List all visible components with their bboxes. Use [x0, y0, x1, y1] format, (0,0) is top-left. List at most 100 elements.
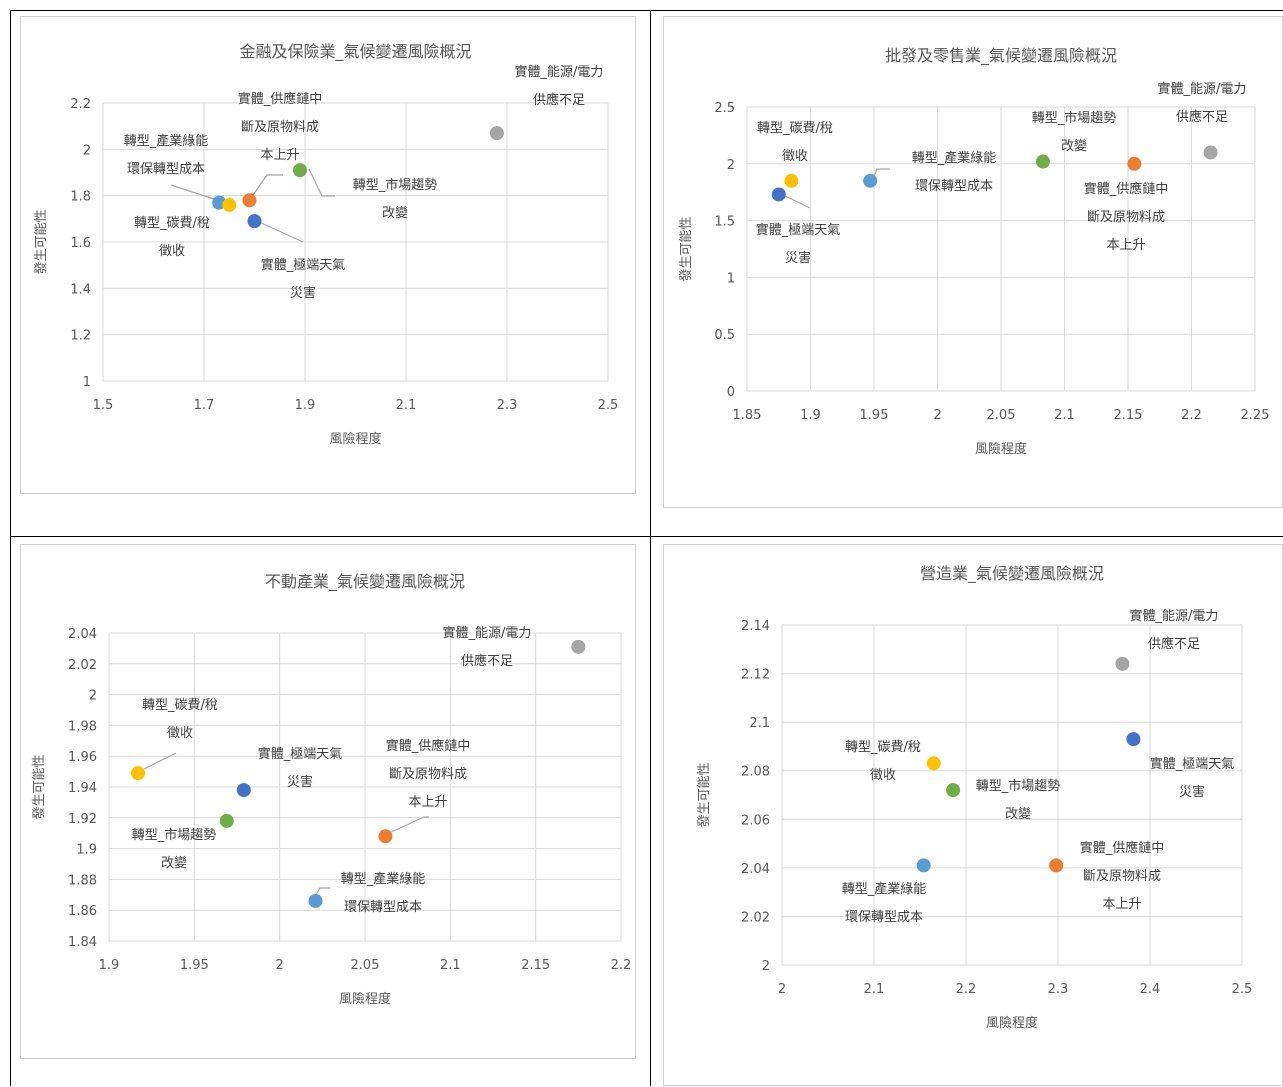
data-label: 徵收: [870, 768, 896, 783]
data-point: [784, 173, 799, 188]
y-tick-label: 0: [727, 385, 735, 400]
data-point: [222, 197, 237, 212]
data-label: 實體_能源/電力: [1158, 81, 1247, 97]
data-point: [1049, 858, 1064, 873]
data-label: 實體_供應鏈中: [238, 91, 323, 107]
data-label: 轉型_市場趨勢: [353, 177, 438, 193]
x-tick-label: 2.2: [1181, 408, 1202, 423]
x-tick-label: 2.3: [497, 398, 518, 413]
data-label: 供應不足: [533, 92, 585, 108]
y-tick-label: 2.04: [741, 862, 770, 877]
data-label: 實體_供應鏈中: [386, 738, 471, 754]
label-leader-line: [308, 168, 335, 197]
data-label: 災害: [785, 250, 811, 266]
chart-construction: 2 2.02 2.04 2.06 2.08 2.1 2.12 2.14 2 2.1 2.2 2.3 2.…: [697, 564, 1253, 1031]
y-tick-label: 2: [727, 158, 735, 173]
y-tick-label: 2: [89, 689, 97, 704]
data-label: 改變: [161, 855, 187, 871]
data-point: [1203, 145, 1218, 160]
data-label: 斷及原物料成: [389, 767, 467, 782]
y-tick-label: 1.98: [68, 719, 97, 734]
x-tick-label: 2.15: [1114, 408, 1143, 423]
data-point: [926, 756, 941, 771]
y-tick-label: 2.2: [70, 97, 91, 112]
data-label: 實體_供應鏈中: [1080, 840, 1165, 856]
y-tick-label: 2.06: [741, 813, 770, 828]
table-border-left: [10, 10, 11, 1086]
x-tick-label: 2.1: [396, 398, 417, 413]
y-tick-label: 2: [762, 959, 770, 974]
data-label: 本上升: [1106, 238, 1145, 253]
y-tick-label: 1.88: [68, 873, 97, 888]
data-point: [292, 163, 307, 178]
data-label: 實體_能源/電力: [1130, 608, 1219, 624]
data-label: 轉型_市場趨勢: [976, 778, 1061, 794]
label-leader-line: [315, 887, 330, 896]
data-label: 實體_供應鏈中: [1084, 181, 1169, 197]
y-tick-label: 0.5: [714, 328, 735, 343]
x-tick-label: 2.2: [611, 958, 632, 973]
x-tick-label: 2.4: [1140, 982, 1161, 997]
x-tick-label: 2.1: [440, 958, 461, 973]
data-label: 本上升: [408, 795, 447, 810]
chart-retail: 0 0.5 1 1.5 2 2.5 1.85 1.9 1.95 2 2.05 2.1 2.15 2.2 2.…: [679, 46, 1269, 457]
y-tick-label: 1.92: [68, 812, 97, 827]
chart-title: 批發及零售業_氣候變遷風險概況: [885, 46, 1117, 66]
data-label: 轉型_碳費/稅: [142, 698, 218, 713]
y-axis-label: 發生可能性: [679, 216, 694, 281]
x-tick-label: 2.5: [1232, 982, 1253, 997]
y-tick-label: 2.1: [749, 716, 770, 731]
data-point: [863, 173, 878, 188]
data-label: 轉型_產業綠能: [842, 881, 927, 897]
data-label: 轉型_碳費/稅: [845, 740, 921, 755]
x-axis-label: 風險程度: [339, 991, 391, 1007]
table-border-top: [10, 10, 1283, 11]
data-label: 斷及原物料成: [1087, 210, 1165, 225]
chart-panel-construction: 2 2.02 2.04 2.06 2.08 2.1 2.12 2.14 2 2.1 2.2 2.3 2.…: [663, 544, 1283, 1086]
data-label: 轉型_市場趨勢: [1032, 110, 1117, 126]
y-tick-label: 1.4: [70, 282, 91, 297]
data-label: 實體_能源/電力: [515, 64, 604, 80]
x-tick-label: 1.9: [295, 398, 316, 413]
y-tick-label: 1: [83, 375, 91, 390]
y-tick-label: 1.5: [714, 215, 735, 230]
label-leader-line: [386, 816, 429, 835]
table-border-row: [10, 536, 1283, 537]
x-tick-label: 2: [778, 982, 786, 997]
x-tick-label: 1.9: [99, 958, 120, 973]
data-point: [1127, 156, 1142, 171]
y-axis-label: 發生可能性: [32, 754, 47, 819]
data-label: 環保轉型成本: [845, 910, 923, 925]
data-label: 徵收: [167, 726, 193, 741]
y-tick-label: 2.04: [68, 627, 97, 642]
x-tick-label: 2.05: [987, 408, 1016, 423]
data-label: 供應不足: [1176, 109, 1228, 125]
chart-panel-retail: 0 0.5 1 1.5 2 2.5 1.85 1.9 1.95 2 2.05 2.1 2.15 2.2 2.…: [663, 16, 1283, 508]
data-label: 改變: [382, 205, 408, 221]
data-label: 災害: [1179, 784, 1205, 800]
chart-title: 金融及保險業_氣候變遷風險概況: [239, 42, 471, 62]
data-point: [1035, 154, 1050, 169]
label-leader-line: [250, 174, 283, 199]
x-axis-label: 風險程度: [986, 1015, 1038, 1031]
data-point: [1126, 732, 1141, 747]
data-label: 本上升: [1102, 897, 1141, 912]
x-tick-label: 1.5: [93, 398, 114, 413]
chart-finance: 1 1.2 1.4 1.6 1.8 2 2.2 1.5 1.7 1.9 2.1 2.3 2.5 金融及保險…: [34, 42, 618, 447]
data-point: [242, 193, 257, 208]
y-tick-label: 2.14: [741, 619, 770, 634]
data-label: 改變: [1061, 138, 1087, 154]
data-label: 徵收: [159, 244, 185, 259]
x-tick-label: 1.7: [194, 398, 215, 413]
data-label: 供應不足: [1148, 636, 1200, 652]
y-tick-label: 1.9: [76, 843, 97, 858]
data-label: 實體_能源/電力: [443, 625, 532, 641]
label-leader-line: [170, 184, 221, 202]
y-tick-label: 1.6: [70, 236, 91, 251]
data-label: 環保轉型成本: [344, 900, 422, 915]
chart-panel-realestate: 1.84 1.86 1.88 1.9 1.92 1.94 1.96 1.98 2 2.02 2.04…: [20, 544, 636, 1059]
x-tick-label: 2.1: [1054, 408, 1075, 423]
x-tick-label: 2.15: [521, 958, 550, 973]
x-tick-label: 2.1: [864, 982, 885, 997]
y-axis-label: 發生可能性: [697, 762, 712, 827]
